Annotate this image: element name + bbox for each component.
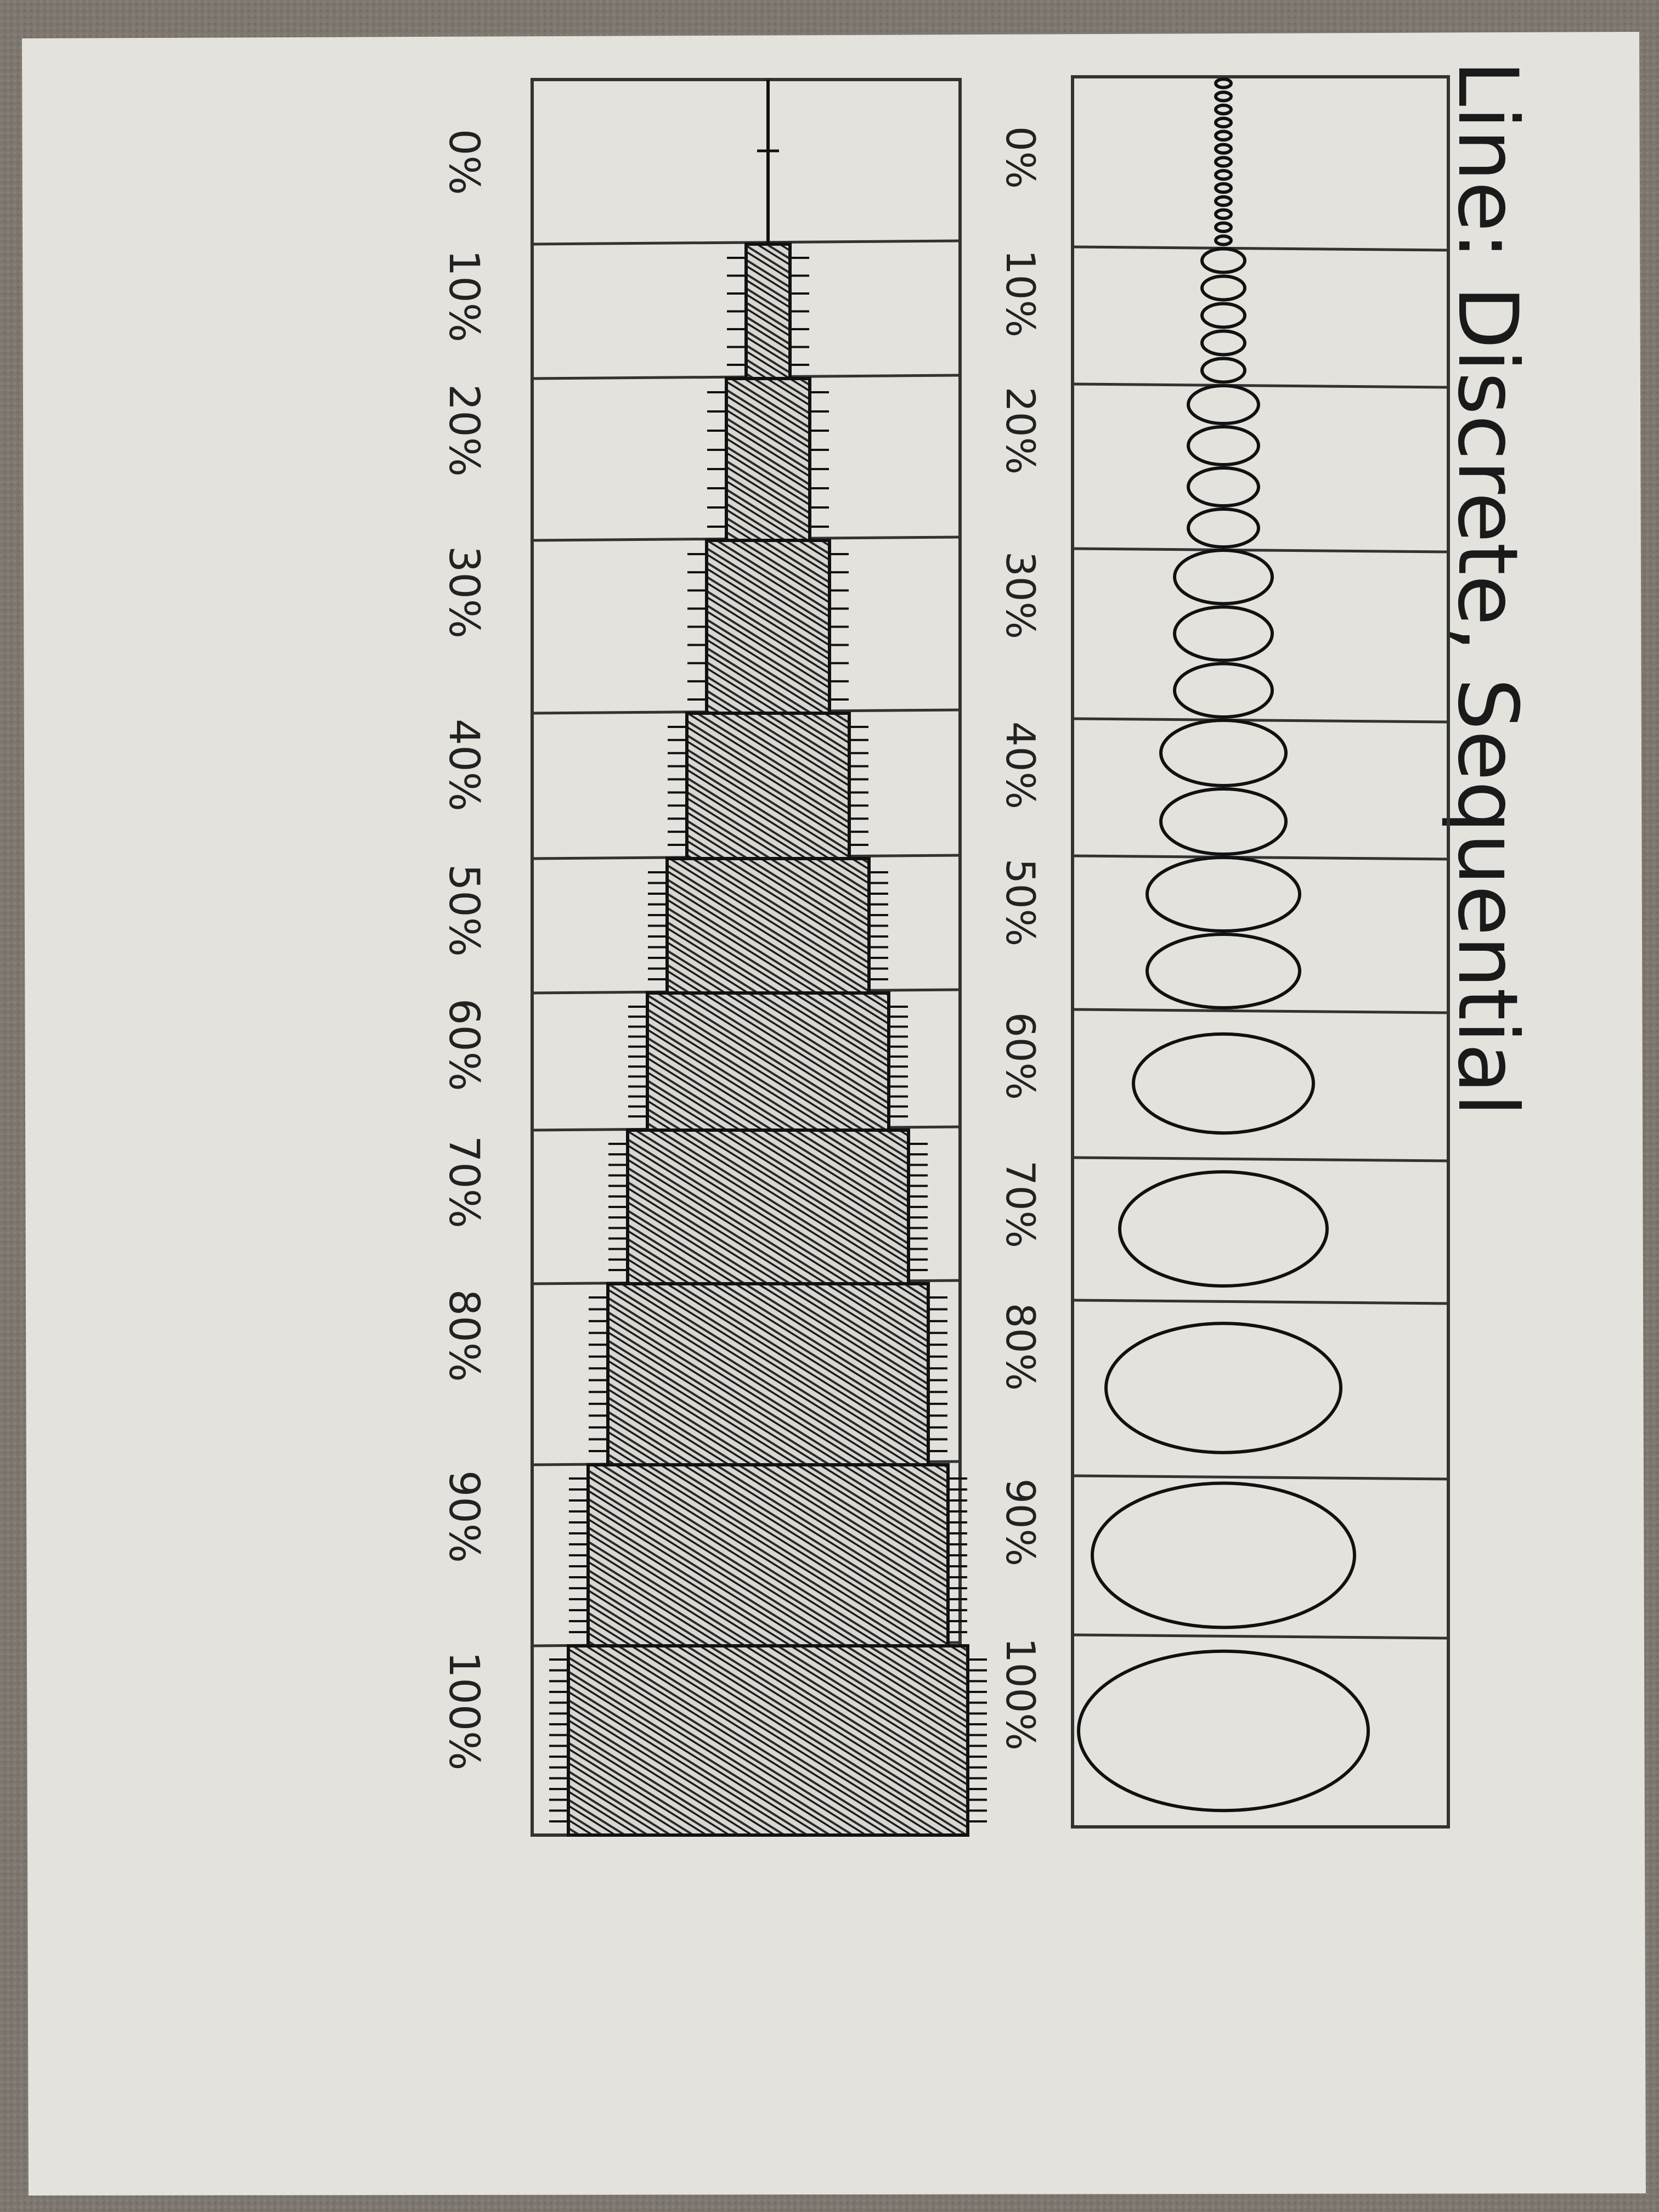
circle-tick-label: 90% — [997, 1479, 1043, 1566]
level-circle — [1214, 182, 1233, 194]
level-circle — [1200, 302, 1246, 329]
circle-tick-label: 30% — [997, 551, 1043, 639]
level-circle — [1200, 274, 1246, 302]
hatch-tick-label: 20% — [440, 384, 489, 477]
level-circle — [1187, 466, 1260, 507]
level-circle — [1077, 1649, 1370, 1813]
level-circle — [1214, 116, 1233, 129]
level-circle — [1187, 507, 1260, 549]
level-circle — [1200, 329, 1246, 357]
level-circle — [1091, 1481, 1356, 1629]
circle-divider-line — [1072, 547, 1449, 554]
hatched-level-block — [705, 539, 831, 715]
circle-divider-line — [1072, 1474, 1449, 1481]
circle-divider-line — [1072, 717, 1449, 724]
level-circle — [1214, 208, 1233, 221]
level-circle — [1214, 195, 1233, 207]
circle-tick-label: 50% — [997, 859, 1043, 946]
circle-divider-line — [1072, 854, 1449, 861]
circle-tick-label: 100% — [997, 1638, 1043, 1751]
level-circle — [1159, 787, 1288, 856]
circle-divider-line — [1072, 245, 1449, 252]
hatched-level-block — [744, 242, 792, 380]
hatch-tick-label: 10% — [440, 250, 489, 342]
level-circle — [1173, 662, 1274, 719]
level-circle — [1214, 103, 1233, 116]
level-circle — [1214, 234, 1233, 246]
level-circle — [1214, 77, 1233, 89]
circle-tick-label: 80% — [997, 1303, 1043, 1391]
hatch-scale-labels: 0% 10% 20% 30% 40% 50% 60% 70% 80% 90% 100% — [440, 129, 489, 1770]
circle-panel-dividers — [1072, 245, 1449, 1640]
hatched-level-block — [646, 991, 890, 1132]
hatched-level-block — [725, 377, 811, 542]
hatch-tick-label: 100% — [440, 1651, 489, 1770]
level-circle — [1118, 1170, 1329, 1288]
level-circle — [1200, 357, 1246, 384]
level-circle — [1214, 143, 1233, 155]
hatch-tick-label: 40% — [440, 719, 489, 811]
hatched-level-block — [586, 1463, 950, 1647]
circle-scale-labels: 0% 10% 20% 30% 40% 50% 60% 70% 80% 90% 100% — [997, 126, 1043, 1751]
level-circle — [1146, 856, 1301, 933]
hatch-tick-label: 0% — [440, 129, 489, 195]
circle-series — [1077, 77, 1370, 1813]
level-circle — [1214, 91, 1233, 103]
level-circle — [1146, 933, 1301, 1009]
hatch-block-series — [549, 80, 987, 1837]
circle-panel-frame — [1071, 75, 1450, 1829]
level-circle — [1159, 719, 1288, 787]
hatch-scale-panel: 0% 10% 20% 30% 40% 50% 60% 70% 80% 90% 100% — [440, 78, 987, 1837]
page-title: Line: Discrete, Sequential — [1440, 60, 1535, 1116]
level-circle — [1173, 548, 1274, 606]
hatched-level-block — [685, 712, 851, 860]
circle-divider-line — [1072, 1156, 1449, 1163]
hatched-level-block — [567, 1644, 969, 1837]
hatch-tick-label: 50% — [440, 864, 489, 957]
circle-divider-line — [1072, 1008, 1449, 1014]
circle-divider-line — [1072, 382, 1449, 389]
level-circle — [1214, 156, 1233, 168]
level-circle — [1187, 425, 1260, 466]
hatched-level-block — [626, 1128, 910, 1285]
circle-tick-label: 20% — [997, 387, 1043, 475]
circle-divider-line — [1072, 1299, 1449, 1305]
circle-tick-label: 10% — [997, 250, 1043, 337]
level-circle — [1214, 221, 1233, 233]
circle-tick-label: 40% — [997, 721, 1043, 809]
hatch-tick-label: 90% — [440, 1470, 489, 1563]
hatch-tick-label: 80% — [440, 1289, 489, 1382]
circle-tick-label: 60% — [997, 1012, 1043, 1100]
circle-divider-line — [1072, 1633, 1449, 1640]
circle-tick-label: 70% — [997, 1160, 1043, 1248]
circle-scale-panel: 0% 10% 20% 30% 40% 50% 60% 70% 80% 90% 100% — [997, 75, 1450, 1829]
level-circle — [1104, 1322, 1342, 1454]
level-circle — [1200, 247, 1246, 274]
hatch-tick-label: 30% — [440, 546, 489, 639]
level-circle — [1173, 605, 1274, 662]
hatched-level-block — [606, 1282, 930, 1466]
level-circle — [1214, 169, 1233, 181]
level-circle — [1214, 129, 1233, 142]
hatch-tick-label: 70% — [440, 1136, 489, 1228]
level-circle — [1132, 1032, 1315, 1135]
level-circle — [1187, 384, 1260, 425]
circle-tick-label: 0% — [997, 126, 1043, 189]
hatch-tick-label: 60% — [440, 998, 489, 1091]
hatched-level-block — [665, 857, 871, 995]
